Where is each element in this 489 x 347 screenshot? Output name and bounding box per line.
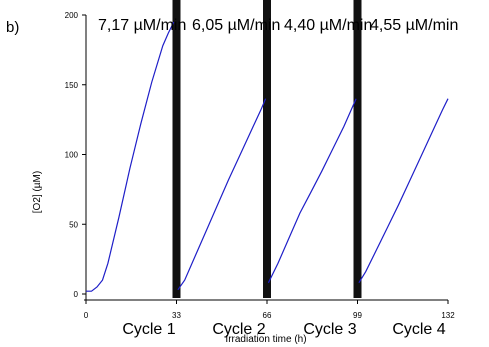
rate-label-1: 7,17 µM/min [98,17,186,34]
y-tick-label-3: 150 [65,81,79,90]
y-tick-label-4: 200 [65,11,79,20]
rate-label-2: 6,05 µM/min [192,17,280,34]
cycle-separator-2 [263,0,271,298]
series-line-4 [358,98,449,284]
axes: 0 50 100 150 200 0 33 66 99 132 [65,11,456,320]
series-line-2 [177,98,267,291]
cycle-labels: Cycle 1 Cycle 2 Cycle 3 Cycle 4 [122,321,445,338]
panel-label: b) [6,19,19,36]
x-tick-label-2: 66 [263,311,272,320]
x-tick-label-1: 33 [172,311,181,320]
series-line-3 [267,98,357,284]
rate-label-3: 4,40 µM/min [284,17,372,34]
cycle-separator-3 [353,0,362,298]
series-lines [86,21,449,292]
x-tick-label-3: 99 [353,311,362,320]
cycle-separators [172,0,362,298]
x-tick-label-0: 0 [84,311,89,320]
y-tick-label-1: 50 [69,220,78,229]
rate-label-4: 4,55 µM/min [370,17,458,34]
y-axis-label: [O2] (µM) [32,171,43,213]
x-axis-label: Irradiation time (h) [225,334,306,345]
cycle-separator-1 [172,0,181,298]
cycle-label-2: Cycle 2 [212,321,265,338]
series-line-1 [86,21,175,292]
cycle-label-3: Cycle 3 [303,321,356,338]
cycle-label-1: Cycle 1 [122,321,175,338]
x-tick-label-4: 132 [441,311,455,320]
cycle-label-4: Cycle 4 [392,321,445,338]
y-tick-label-2: 100 [65,151,79,160]
y-tick-label-0: 0 [74,290,79,299]
